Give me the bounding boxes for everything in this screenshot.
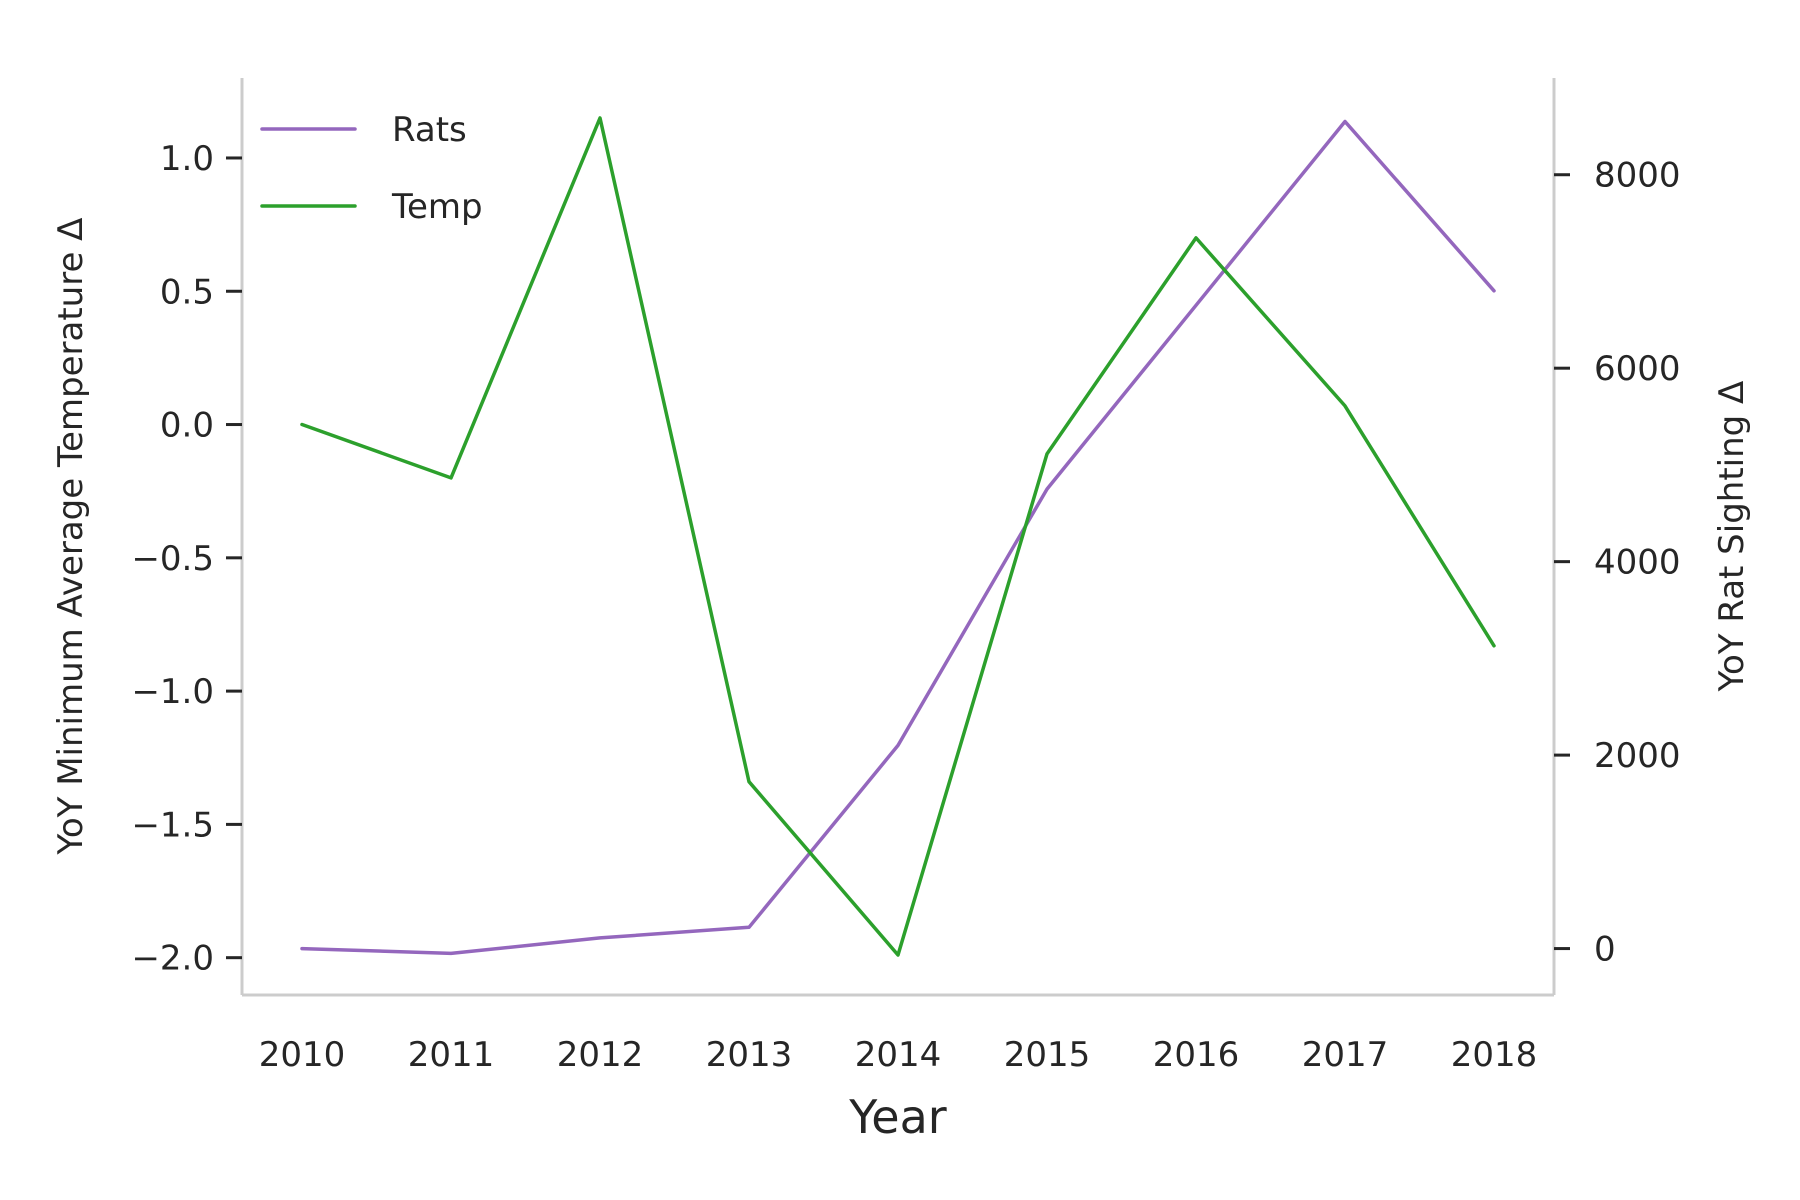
plot-spines xyxy=(240,78,1556,997)
x-tick-label: 2016 xyxy=(1153,1035,1240,1075)
y-tick-label: −2.0 xyxy=(131,939,214,979)
y-axis-ticks: −2.0 −1.5 −1.0 −0.5 0.0 0.5 1.0 xyxy=(131,139,242,979)
y-tick-label: 0.0 xyxy=(160,406,214,446)
y-tick-label: 1.0 xyxy=(160,139,214,179)
legend-label-temp: Temp xyxy=(391,187,483,227)
y2-tick-label: 2000 xyxy=(1594,736,1681,776)
y2-tick-label: 4000 xyxy=(1594,543,1681,583)
y-axis-title: YoY Minimum Average Temperature Δ xyxy=(51,218,91,856)
y-tick-label: 0.5 xyxy=(160,272,214,312)
x-tick-label: 2017 xyxy=(1302,1035,1389,1075)
y-tick-label: −1.0 xyxy=(131,672,214,712)
y2-axis-ticks: 0 2000 4000 6000 8000 xyxy=(1554,156,1681,970)
y2-tick-label: 8000 xyxy=(1594,156,1681,196)
x-tick-label: 2010 xyxy=(259,1035,346,1075)
y2-tick-label: 6000 xyxy=(1594,349,1681,389)
x-tick-label: 2012 xyxy=(557,1035,644,1075)
x-tick-label: 2015 xyxy=(1004,1035,1091,1075)
series-lines xyxy=(300,116,1496,957)
series-line-rats xyxy=(300,119,1496,956)
x-axis-title: Year xyxy=(848,1090,946,1144)
y-tick-label: −0.5 xyxy=(131,539,214,579)
x-axis-ticks: 2010 2011 2012 2013 2014 2015 2016 2017 2018 xyxy=(259,1035,1538,1075)
y2-axis-title: YoY Rat Sighting Δ xyxy=(1712,381,1752,693)
x-tick-label: 2018 xyxy=(1451,1035,1538,1075)
series-line-temp xyxy=(300,116,1496,957)
x-tick-label: 2011 xyxy=(408,1035,495,1075)
x-tick-label: 2014 xyxy=(855,1035,942,1075)
y2-tick-label: 0 xyxy=(1594,930,1616,970)
x-tick-label: 2013 xyxy=(706,1035,793,1075)
y-tick-label: −1.5 xyxy=(131,805,214,845)
legend: Rats Temp xyxy=(260,110,483,227)
legend-label-rats: Rats xyxy=(392,110,467,150)
